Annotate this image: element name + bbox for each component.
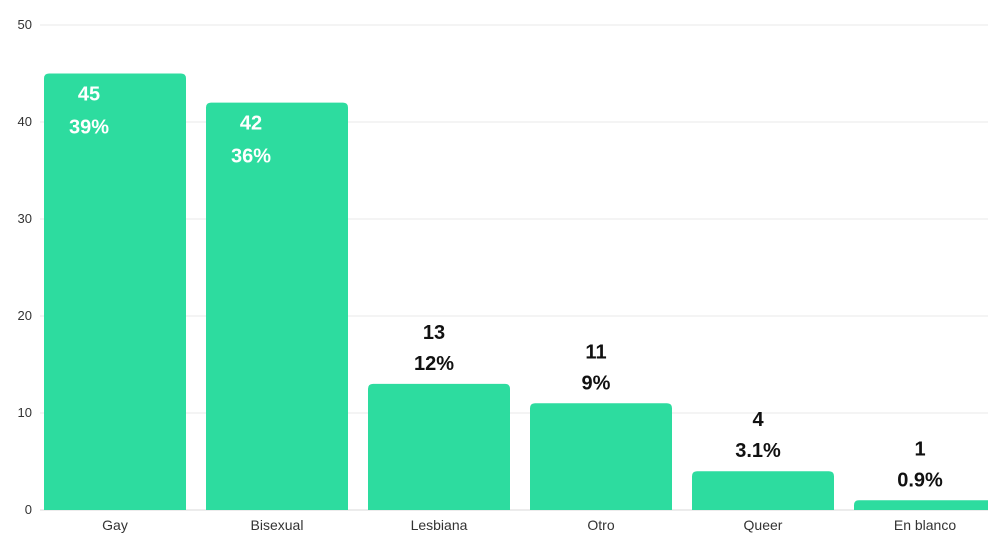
x-category-label: En blanco [894,517,956,533]
x-axis-category-labels: Gay Bisexual Lesbiana Otro Queer En blanco [102,517,956,533]
y-tick-label: 50 [18,17,32,32]
percent-label: 9% [582,372,611,394]
percent-label: 0.9% [897,469,943,491]
bar-lesbiana [368,383,510,510]
y-tick-label: 10 [18,405,32,420]
value-label: 42 [240,113,262,135]
value-label: 4 [752,409,764,431]
x-category-label: Bisexual [251,517,304,533]
y-tick-label: 30 [18,211,32,226]
value-label: 11 [585,341,606,363]
x-category-label: Lesbiana [411,517,468,533]
value-label: 45 [78,84,100,106]
bar-gay [44,73,186,510]
x-category-label: Gay [102,517,128,533]
bar-queer [692,471,834,510]
bar-bisexual [206,102,348,510]
y-tick-label: 20 [18,308,32,323]
data-labels: 45 39% 42 36% 13 12% 11 9% 4 3.1% 1 0.9% [69,84,943,492]
percent-label: 36% [231,146,271,168]
x-category-label: Otro [587,517,614,533]
percent-label: 39% [69,117,109,139]
y-tick-label: 40 [18,114,32,129]
x-category-label: Queer [744,517,783,533]
bars [44,73,988,510]
percent-label: 12% [414,353,454,375]
value-label: 1 [914,438,925,460]
y-tick-label: 0 [25,502,32,517]
y-axis-tick-labels: 0 10 20 30 40 50 [18,17,32,517]
value-label: 13 [423,322,445,344]
bar-otro [530,403,672,510]
percent-label: 3.1% [735,440,781,462]
bar-en-blanco [854,500,988,510]
